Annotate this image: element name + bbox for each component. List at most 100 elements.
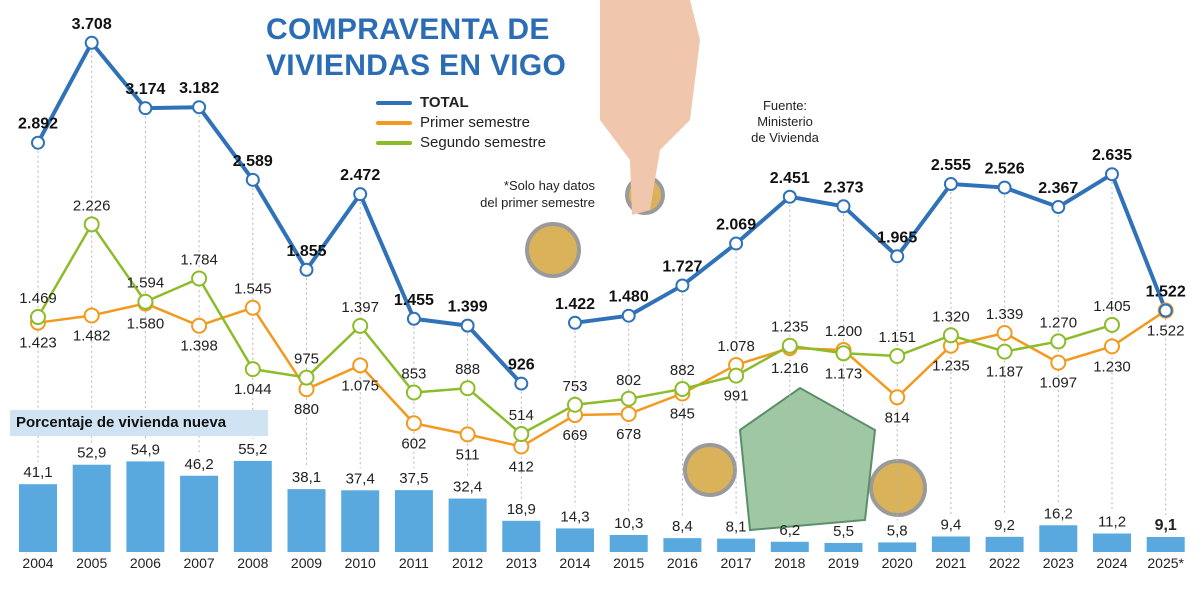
bar-label: 55,2 — [238, 441, 267, 458]
bar-2024 — [1093, 533, 1131, 552]
bar-label: 41,1 — [23, 464, 52, 481]
data-point — [352, 357, 369, 374]
bar-2018 — [770, 541, 809, 552]
semester-label: 1.580 — [127, 315, 165, 332]
bar-label: 8,1 — [726, 519, 747, 536]
data-point — [406, 311, 421, 326]
bar-label: 8,4 — [672, 518, 693, 535]
data-point — [137, 293, 154, 310]
legend-swatch-segundo — [376, 141, 412, 145]
data-point — [620, 390, 637, 407]
data-point — [245, 172, 260, 187]
semester-label: 1.469 — [19, 290, 57, 307]
x-tick-label: 2018 — [774, 555, 805, 571]
total-label: 1.399 — [448, 299, 488, 316]
series-line-0 — [574, 172, 1168, 325]
footnote-line: del primer semestre — [480, 195, 595, 210]
bar-2006 — [126, 461, 165, 552]
data-point — [244, 361, 261, 378]
data-point — [514, 376, 529, 391]
semester-label: 1.216 — [771, 360, 809, 377]
x-tick-label: 2025* — [1147, 555, 1184, 571]
total-label: 1.727 — [662, 258, 702, 275]
bar-2025* — [1146, 536, 1185, 552]
total-label: 1.855 — [286, 243, 326, 260]
semester-label: 845 — [670, 405, 695, 422]
data-point — [405, 384, 422, 401]
bar-2014 — [556, 528, 594, 552]
source-line: de Vivienda — [751, 130, 819, 145]
bar-label: 37,5 — [399, 470, 428, 487]
data-point — [83, 307, 100, 324]
semester-label: 882 — [670, 362, 695, 379]
semester-label: 1.097 — [1040, 375, 1078, 392]
bar-label: 52,9 — [77, 445, 106, 462]
data-point — [943, 177, 958, 192]
bar-2011 — [394, 490, 433, 552]
data-point — [30, 309, 46, 326]
bar-label: 16,2 — [1044, 505, 1073, 522]
x-tick-label: 2024 — [1096, 555, 1127, 571]
data-point — [835, 345, 852, 362]
data-point — [728, 367, 745, 384]
total-label: 1.455 — [394, 292, 434, 309]
title-line-1: COMPRAVENTA DE — [266, 13, 550, 46]
data-point — [459, 426, 476, 443]
data-point — [889, 348, 906, 365]
bar-2004 — [19, 484, 57, 552]
semester-label: 1.235 — [771, 319, 809, 336]
data-point — [353, 187, 368, 202]
bar-label: 37,4 — [346, 470, 375, 487]
data-point — [405, 415, 422, 432]
semester-label: 1.230 — [1093, 358, 1131, 375]
semester-label: 1.151 — [878, 329, 916, 346]
footnote: *Solo hay datos del primer semestre — [470, 177, 595, 211]
bar-label: 6,2 — [779, 522, 800, 539]
semester-label: 514 — [509, 407, 534, 424]
data-point — [84, 35, 99, 50]
semester-label: 1.423 — [19, 335, 57, 352]
bar-2013 — [502, 520, 541, 552]
bar-2010 — [341, 490, 380, 552]
legend-swatch-total — [376, 101, 412, 105]
data-point — [459, 380, 476, 397]
semester-label: 511 — [456, 446, 480, 463]
x-tick-label: 2013 — [506, 555, 537, 571]
legend: TOTAL Primer semestre Segundo semestre — [376, 93, 546, 153]
bar-2007 — [180, 475, 219, 552]
x-tick-label: 2021 — [935, 555, 966, 571]
bar-2019 — [824, 542, 863, 552]
data-point — [1050, 354, 1067, 371]
data-point — [513, 426, 530, 443]
data-point — [244, 299, 261, 316]
data-point — [996, 324, 1013, 341]
legend-item-segundo: Segundo semestre — [376, 133, 546, 153]
total-label: 1.480 — [609, 289, 649, 306]
data-point — [191, 270, 208, 287]
data-point — [621, 308, 636, 323]
total-label: 1.965 — [877, 229, 917, 246]
semester-label: 1.545 — [234, 281, 272, 298]
bar-2022 — [985, 536, 1024, 552]
bar-label: 18,9 — [507, 501, 536, 518]
data-point — [192, 100, 207, 115]
bar-2005 — [72, 464, 111, 552]
data-point — [836, 199, 851, 214]
data-point — [675, 278, 690, 293]
x-tick-label: 2019 — [828, 555, 859, 571]
semester-label: 1.482 — [73, 327, 111, 344]
data-point — [1051, 200, 1066, 215]
total-label: 2.526 — [985, 161, 1025, 178]
title-line-2: VIVIENDAS EN VIGO — [266, 49, 567, 82]
x-tick-label: 2023 — [1043, 555, 1074, 571]
semester-label: 602 — [401, 435, 426, 452]
total-label: 926 — [508, 357, 535, 374]
x-tick-label: 2014 — [559, 555, 590, 571]
semester-label: 669 — [562, 427, 587, 444]
bar-2017 — [717, 538, 756, 552]
data-point — [890, 249, 905, 264]
semester-label: 1.173 — [825, 365, 863, 382]
x-tick-label: 2007 — [184, 555, 215, 571]
coin-icon — [869, 459, 927, 517]
